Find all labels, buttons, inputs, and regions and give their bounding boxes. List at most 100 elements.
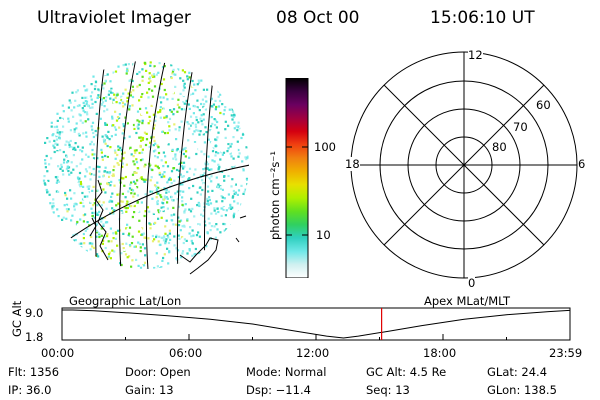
emission-pixel: [72, 148, 75, 151]
emission-pixel: [106, 136, 109, 139]
emission-pixel: [217, 131, 220, 134]
emission-pixel: [232, 195, 235, 198]
emission-pixel: [50, 121, 53, 124]
emission-pixel: [74, 239, 77, 242]
emission-pixel: [232, 189, 235, 193]
emission-pixel: [205, 100, 208, 103]
emission-pixel: [102, 175, 105, 178]
emission-pixel: [139, 192, 142, 195]
emission-pixel: [68, 143, 71, 146]
emission-pixel: [122, 92, 125, 95]
emission-pixel: [191, 229, 194, 232]
emission-pixel: [93, 212, 96, 215]
emission-pixel: [136, 85, 139, 88]
emission-pixel: [191, 85, 194, 88]
emission-pixel: [180, 120, 183, 123]
emission-pixel: [214, 154, 217, 157]
emission-pixel: [188, 187, 191, 190]
emission-pixel: [231, 172, 234, 175]
emission-pixel: [62, 173, 65, 176]
timeline-x-tick-0: 00:00: [41, 346, 75, 360]
emission-pixel: [82, 135, 85, 138]
emission-pixel: [144, 254, 147, 257]
emission-pixel: [126, 100, 129, 103]
emission-pixel: [82, 205, 85, 208]
emission-pixel: [181, 125, 184, 128]
emission-pixel: [84, 210, 87, 213]
emission-pixel: [198, 178, 201, 181]
time-label: 15:06:10 UT: [430, 8, 535, 28]
emission-pixel: [208, 196, 211, 199]
emission-pixel: [142, 265, 146, 268]
emission-pixel: [159, 96, 162, 99]
emission-pixel: [96, 215, 100, 218]
emission-pixel: [133, 130, 136, 133]
emission-pixel: [65, 189, 68, 192]
emission-pixel: [93, 87, 97, 91]
emission-pixel: [92, 157, 96, 160]
emission-pixel: [56, 119, 59, 122]
emission-pixel: [104, 129, 107, 132]
emission-pixel: [202, 183, 205, 186]
emission-pixel: [69, 129, 72, 132]
emission-pixel: [140, 176, 143, 179]
emission-pixel: [120, 215, 123, 218]
emission-pixel: [80, 209, 83, 212]
emission-pixel: [92, 75, 95, 78]
emission-pixel: [209, 229, 212, 232]
emission-pixel: [107, 149, 110, 152]
emission-pixel: [138, 71, 141, 74]
emission-pixel: [67, 117, 70, 120]
info-ip: IP: 36.0: [8, 383, 52, 397]
emission-pixel: [149, 263, 152, 266]
emission-pixel: [154, 120, 157, 124]
emission-pixel: [139, 63, 142, 66]
emission-pixel: [195, 107, 198, 110]
emission-pixel: [73, 130, 76, 133]
emission-pixel: [172, 199, 175, 202]
emission-pixel: [154, 164, 157, 167]
emission-pixel: [73, 146, 76, 149]
emission-pixel: [60, 118, 63, 121]
emission-pixel: [123, 239, 126, 242]
emission-pixel: [87, 155, 90, 158]
emission-pixel: [220, 214, 223, 217]
emission-pixel: [237, 124, 240, 127]
emission-pixel: [236, 129, 239, 132]
timeline-x-tick-3: 18:00: [423, 346, 457, 360]
emission-pixel: [188, 124, 191, 127]
emission-pixel: [227, 193, 230, 196]
emission-pixel: [158, 173, 161, 176]
emission-pixel: [246, 156, 249, 159]
emission-pixel: [81, 200, 84, 203]
emission-pixel: [130, 153, 133, 156]
emission-pixel: [133, 245, 136, 248]
emission-pixel: [207, 217, 210, 220]
emission-pixel: [194, 194, 197, 197]
emission-pixel: [189, 210, 193, 213]
emission-pixel: [213, 207, 216, 210]
emission-pixel: [167, 262, 170, 265]
emission-pixel: [91, 102, 94, 105]
emission-pixel: [176, 190, 179, 193]
emission-pixel: [218, 172, 222, 175]
emission-pixel: [136, 238, 139, 241]
emission-pixel: [230, 207, 233, 210]
emission-pixel: [183, 82, 186, 85]
emission-pixel: [137, 241, 140, 244]
emission-pixel: [209, 125, 213, 128]
emission-pixel: [221, 188, 224, 191]
emission-pixel: [113, 184, 116, 187]
emission-pixel: [191, 242, 194, 245]
emission-pixel: [128, 108, 131, 111]
emission-pixel: [229, 122, 232, 125]
emission-pixel: [224, 120, 227, 123]
emission-pixel: [174, 73, 177, 76]
emission-pixel: [156, 214, 159, 217]
emission-pixel: [174, 85, 177, 88]
emission-pixel: [232, 157, 235, 160]
emission-pixel: [163, 175, 166, 178]
emission-pixel: [85, 170, 88, 173]
emission-pixel: [130, 205, 133, 208]
emission-pixel: [189, 226, 192, 229]
